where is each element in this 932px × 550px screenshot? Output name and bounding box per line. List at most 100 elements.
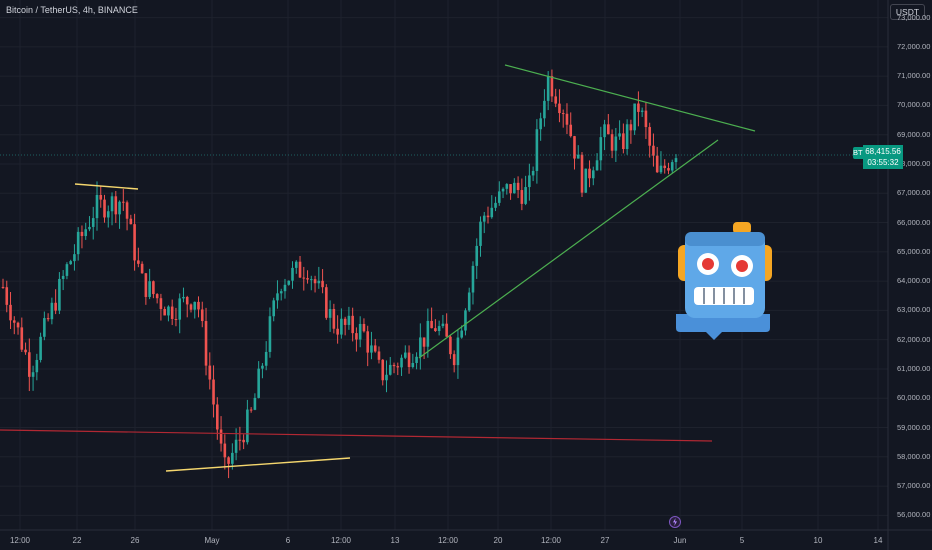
candle xyxy=(35,353,39,381)
candle xyxy=(268,307,272,358)
candle xyxy=(152,280,155,299)
candle xyxy=(69,259,72,265)
candle xyxy=(516,176,520,199)
price-tick-label: 61,000.00 xyxy=(897,363,931,373)
candle xyxy=(340,308,343,339)
candle xyxy=(306,270,309,284)
candle xyxy=(106,205,110,228)
candle xyxy=(633,103,636,135)
candle xyxy=(482,211,486,234)
resistance-trendline xyxy=(504,64,756,132)
time-tick-label: 6 xyxy=(285,536,291,545)
candle xyxy=(118,200,121,229)
price-tick-label: 58,000.00 xyxy=(897,451,931,461)
candle xyxy=(182,287,185,303)
candle xyxy=(144,272,148,305)
candle xyxy=(185,295,189,318)
candle xyxy=(644,102,648,139)
bottom-trendline xyxy=(165,457,351,472)
candle xyxy=(388,357,392,376)
candle xyxy=(336,315,339,344)
candle xyxy=(298,256,302,279)
candle xyxy=(471,261,475,305)
candle xyxy=(576,145,580,159)
support-hline xyxy=(0,429,713,442)
chart-title: Bitcoin / TetherUS, 4h, BINANCE xyxy=(6,5,138,15)
candle xyxy=(599,126,603,171)
candle xyxy=(580,152,584,197)
candle xyxy=(535,119,539,184)
candle xyxy=(513,178,516,194)
candle xyxy=(381,359,385,386)
candle xyxy=(5,280,9,313)
candle xyxy=(652,133,655,167)
candle xyxy=(377,346,381,364)
candle xyxy=(12,316,16,335)
candle xyxy=(366,325,369,367)
candle xyxy=(475,238,479,279)
candle xyxy=(543,89,546,127)
candle xyxy=(242,434,245,450)
candle xyxy=(385,360,388,393)
candle xyxy=(95,181,99,231)
candle xyxy=(441,314,445,329)
candle xyxy=(110,192,114,226)
candle xyxy=(246,399,249,445)
candle xyxy=(216,397,219,440)
candle xyxy=(103,194,106,223)
candle xyxy=(396,362,400,376)
candle xyxy=(663,159,667,174)
candle xyxy=(325,284,328,320)
candle xyxy=(204,307,208,376)
candle xyxy=(133,213,136,271)
candle xyxy=(65,262,69,280)
candle xyxy=(16,321,20,335)
price-tick-label: 63,000.00 xyxy=(897,305,931,315)
candle xyxy=(39,332,42,363)
candle xyxy=(343,316,347,336)
candle xyxy=(591,166,595,186)
last-price-box: 68,415.56 03:55:32 xyxy=(863,145,903,169)
candle xyxy=(91,206,95,240)
lightning-icon[interactable] xyxy=(669,516,681,528)
candle xyxy=(486,206,490,224)
candle xyxy=(355,327,358,352)
candle xyxy=(640,107,644,117)
candle xyxy=(351,307,354,342)
candle xyxy=(464,308,467,336)
time-tick-label: 5 xyxy=(739,536,745,545)
last-price: 68,415.56 xyxy=(865,147,901,156)
candle xyxy=(148,268,151,300)
candle xyxy=(302,266,306,291)
candle xyxy=(155,293,159,304)
time-tick-label: May xyxy=(204,536,220,545)
support-trendline xyxy=(418,139,719,359)
candle xyxy=(129,214,133,225)
candle xyxy=(494,196,497,212)
currency-button[interactable]: USDT xyxy=(890,4,925,20)
candle xyxy=(400,354,403,376)
price-tick-label: 57,000.00 xyxy=(897,481,931,491)
candle xyxy=(419,323,422,370)
candle xyxy=(61,270,65,291)
candle xyxy=(50,297,54,325)
candle xyxy=(584,168,588,193)
candle xyxy=(272,297,276,322)
candle xyxy=(667,162,670,175)
candle xyxy=(415,352,418,370)
candle xyxy=(257,361,260,399)
candle xyxy=(373,338,377,353)
candle xyxy=(561,109,565,128)
candle xyxy=(392,362,396,374)
candle xyxy=(332,303,336,334)
candle xyxy=(670,159,674,173)
time-tick-label: 27 xyxy=(600,536,610,545)
candle xyxy=(73,244,76,271)
time-tick-label: 13 xyxy=(390,536,400,545)
price-tick-label: 72,000.00 xyxy=(897,41,931,51)
candle xyxy=(648,122,651,158)
candle xyxy=(163,306,166,316)
candle xyxy=(231,443,234,470)
